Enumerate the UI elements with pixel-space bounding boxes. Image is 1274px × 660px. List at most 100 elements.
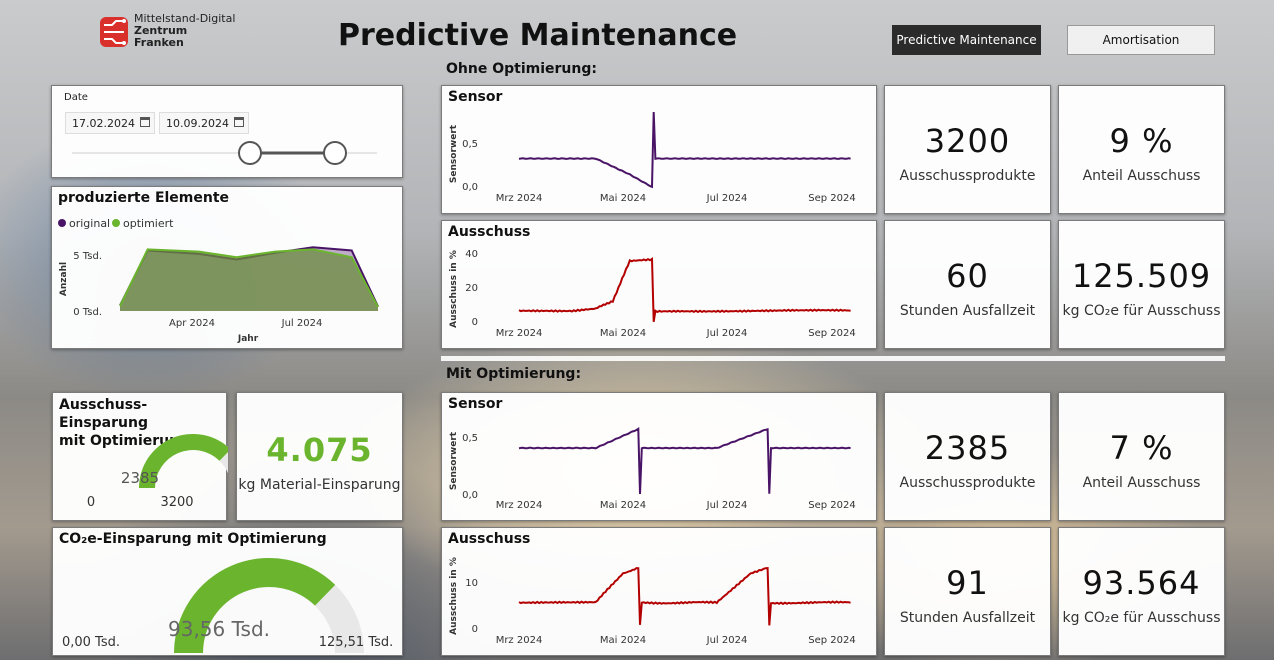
nav-button-amortisation[interactable]: Amortisation: [1067, 25, 1215, 55]
logo-line-2: Zentrum: [134, 24, 188, 37]
series-line: [518, 426, 851, 495]
logo: Mittelstand-Digital Zentrum Franken: [98, 13, 248, 53]
series-line: [518, 567, 851, 626]
x-tick-label: Mai 2024: [600, 635, 646, 646]
section-divider: [441, 356, 1225, 361]
kpi-reject-products-without: 3200 Ausschussprodukte: [884, 85, 1051, 214]
date-range-slider[interactable]: [52, 86, 404, 179]
start-date-input[interactable]: 17.02.2024: [65, 112, 155, 134]
produced-xtick-apr: Apr 2024: [169, 318, 215, 329]
calendar-icon[interactable]: [140, 117, 150, 127]
gauge-fill: [174, 558, 336, 653]
kpi-co2-with: 93.564 kg CO₂e für Ausschuss: [1058, 527, 1225, 656]
reject-chart-with: Ausschuss in % 10 0 Mrz 2024 Mai 2024 Jul 202…: [449, 557, 856, 646]
kpi-reject-products-with: 2385 Ausschussprodukte: [884, 392, 1051, 521]
reject-savings-title-line-1: Ausschuss-Einsparung: [59, 397, 148, 431]
gauge-value-label: 2385: [121, 469, 159, 487]
sensor-chart-without: Sensorwert 0,5 0,0 Mrz 2024 Mai 2024 Jul 2024…: [449, 111, 856, 204]
slider-handle-end[interactable]: [323, 141, 347, 165]
section-label-with: Mit Optimierung:: [446, 366, 582, 382]
kpi-value: 2385: [924, 429, 1011, 467]
y-axis-label: Ausschuss in %: [449, 557, 459, 635]
x-tick-label: Jul 2024: [706, 500, 748, 511]
x-tick-label: Sep 2024: [808, 635, 855, 646]
x-tick-label: Jul 2024: [706, 328, 748, 339]
legend-optimiert-label: optimiert: [123, 217, 174, 230]
sensor-chart-with-title: Sensor: [448, 396, 503, 412]
x-tick-label: Jul 2024: [706, 635, 748, 646]
kpi-value: 3200: [924, 122, 1011, 160]
co2-savings-gauge: 93,56 Tsd. 0,00 Tsd. 125,51 Tsd.: [62, 558, 394, 653]
x-tick-label: Mai 2024: [600, 500, 646, 511]
kpi-value: 91: [946, 564, 989, 602]
produced-xlabel: Jahr: [237, 334, 259, 344]
kpi-value: 60: [946, 257, 989, 295]
kpi-co2-without: 125.509 kg CO₂e für Ausschuss: [1058, 220, 1225, 349]
gauge-max-label: 3200: [160, 495, 193, 510]
material-savings-label: kg Material-Einsparung: [238, 477, 401, 493]
slider-handle-start[interactable]: [238, 141, 262, 165]
x-tick-label: Mai 2024: [600, 328, 646, 339]
x-tick-label: Sep 2024: [808, 500, 855, 511]
produced-elements-card: produzierte Elemente original optimiert …: [51, 186, 403, 349]
y-tick-label: 40: [465, 249, 478, 260]
y-tick-label: 0: [472, 624, 478, 635]
produced-chart: original optimiert 5 Tsd. 0 Tsd. Anzahl …: [58, 217, 379, 344]
logo-text: Mittelstand-Digital Zentrum Franken: [134, 13, 235, 49]
kpi-downtime-with: 91 Stunden Ausfallzeit: [884, 527, 1051, 656]
reject-chart-with-title: Ausschuss: [448, 531, 531, 547]
y-axis-label: Sensorwert: [449, 431, 459, 490]
kpi-reject-share-with: 7 % Anteil Ausschuss: [1058, 392, 1225, 521]
circuit-logo-icon: [100, 17, 128, 47]
kpi-label: Stunden Ausfallzeit: [899, 303, 1036, 319]
reject-chart-with-card: Ausschuss Ausschuss in % 10 0 Mrz 2024 Mai 2…: [441, 527, 877, 656]
material-savings-value: 4.075: [266, 431, 373, 469]
co2-gauge-max-label: 125,51 Tsd.: [319, 635, 394, 650]
gauge-fill: [139, 434, 228, 488]
start-date-value: 17.02.2024: [72, 117, 135, 130]
produced-ylabel: Anzahl: [59, 262, 69, 296]
kpi-reject-share-without: 9 % Anteil Ausschuss: [1058, 85, 1225, 214]
produced-chart-title: produzierte Elemente: [58, 190, 230, 206]
y-tick-label: 10: [465, 578, 478, 589]
kpi-label: Anteil Ausschuss: [1082, 475, 1201, 491]
kpi-label: kg CO₂e für Ausschuss: [1062, 303, 1221, 319]
y-tick-label: 0,5: [462, 433, 478, 444]
kpi-downtime-without: 60 Stunden Ausfallzeit: [884, 220, 1051, 349]
material-savings-kpi-card: 4.075 kg Material-Einsparung: [236, 392, 403, 521]
logo-line-1: Mittelstand-Digital: [134, 12, 236, 25]
kpi-label: Ausschussprodukte: [899, 168, 1036, 184]
end-date-input[interactable]: 10.09.2024: [159, 112, 249, 134]
logo-line-3: Franken: [134, 36, 184, 49]
produced-ytick-0: 0 Tsd.: [73, 307, 102, 318]
kpi-value: 7 %: [1109, 429, 1174, 467]
kpi-label: Anteil Ausschuss: [1082, 168, 1201, 184]
co2-savings-gauge-card: CO₂e-Einsparung mit Optimierung 93,56 Ts…: [52, 527, 403, 656]
series-line: [518, 257, 851, 322]
reject-chart-without-title: Ausschuss: [448, 224, 531, 240]
produced-ytick-5: 5 Tsd.: [73, 251, 102, 262]
date-filter-card: Date 17.02.2024 10.09.2024: [51, 85, 403, 178]
co2-gauge-value-label: 93,56 Tsd.: [168, 617, 270, 641]
reject-savings-gauge: 2385 0 3200: [87, 434, 228, 510]
reject-savings-gauge-card: Ausschuss-Einsparung mit Optimierung 238…: [52, 392, 228, 521]
y-axis-label: Sensorwert: [449, 124, 459, 183]
page-title: Predictive Maintenance: [338, 18, 738, 53]
x-tick-label: Mrz 2024: [496, 328, 543, 339]
end-date-value: 10.09.2024: [166, 117, 229, 130]
x-tick-label: Sep 2024: [808, 193, 855, 204]
calendar-icon[interactable]: [234, 117, 244, 127]
x-tick-label: Mrz 2024: [496, 193, 543, 204]
x-tick-label: Mai 2024: [600, 193, 646, 204]
legend-original-label: original: [69, 217, 110, 230]
sensor-chart-without-card: Sensor Sensorwert 0,5 0,0 Mrz 2024 Mai 2024 J…: [441, 85, 877, 214]
x-tick-label: Mrz 2024: [496, 500, 543, 511]
line-optimiert: [119, 248, 379, 308]
reject-savings-title: Ausschuss-Einsparung mit Optimierung: [59, 396, 226, 450]
date-filter-label: Date: [64, 92, 88, 103]
nav-button-predictive-maintenance[interactable]: Predictive Maintenance: [892, 25, 1041, 55]
x-tick-label: Mrz 2024: [496, 635, 543, 646]
sensor-chart-with: Sensorwert 0,5 0,0 Mrz 2024 Mai 2024 Jul 2024…: [449, 426, 856, 511]
kpi-label: kg CO₂e für Ausschuss: [1062, 610, 1221, 626]
y-tick-label: 20: [465, 283, 478, 294]
